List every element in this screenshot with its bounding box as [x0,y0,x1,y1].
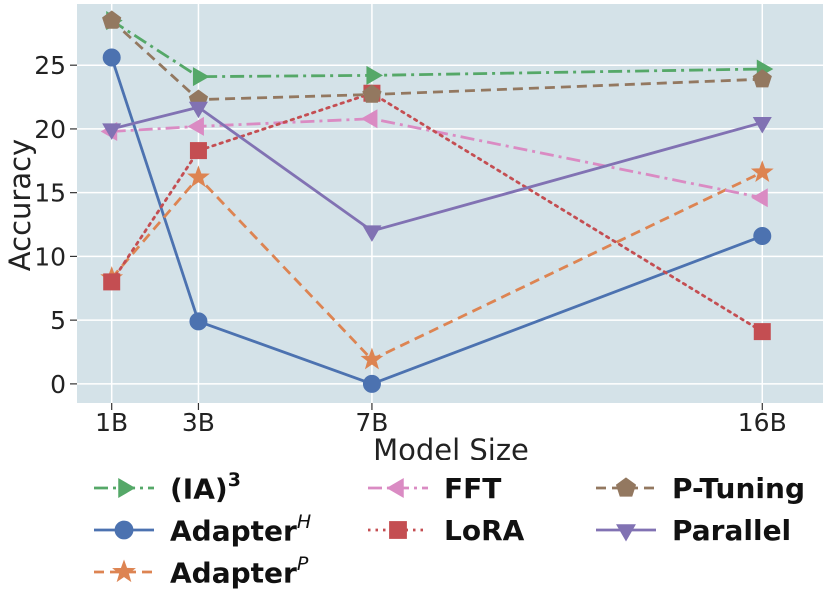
legend-label-text: Adapter [170,514,297,548]
legend-label: LoRA [444,514,524,547]
series-line-adapter_h [110,57,763,386]
series-parallel [102,101,772,242]
data-point-fft [751,188,768,208]
legend-item-adapter_p: AdapterP [92,552,308,592]
y-tick-label: 5 [50,306,66,335]
legend-swatch-adapter_h [94,520,154,540]
series-line-parallel [111,105,763,233]
legend-swatch-fft [368,478,428,498]
legend-marker-lora [389,521,407,539]
data-point-adapter_h [102,48,121,67]
axes: 0 5 10 15 20 25 1B 3B 7B 16B [34,51,787,437]
legend-swatch-lora [368,521,428,539]
series-adapter_h [102,48,772,393]
data-point-ptuning [752,69,772,88]
data-point-fft [360,109,378,129]
legend-marker-adapter_p [112,559,136,583]
legend-marker-ia3 [118,478,136,498]
y-tick-label: 15 [34,179,66,208]
legend-label-text: P-Tuning [672,471,805,505]
legend-label: P-Tuning [672,472,805,505]
legend-label-text: FFT [444,471,502,505]
legend-label: FFT [444,472,501,505]
data-point-adapter_h [753,227,772,246]
data-point-ia3 [192,67,210,87]
data-point-lora [103,273,121,291]
legend-swatch-ptuning [596,477,656,497]
legend-marker-adapter_h [114,520,134,540]
y-tick-label: 10 [34,242,66,271]
y-tick-label: 25 [34,51,66,80]
legend-label: (IA)3 [170,468,241,506]
legend-label-text: (IA) [170,472,228,506]
x-tick-label: 7B [355,408,388,437]
legend-marker-fft [386,478,404,498]
data-point-adapter_p [750,160,774,182]
legend-marker-parallel [616,524,636,542]
data-point-adapter_p [360,347,384,370]
series-line-ia3 [110,19,763,79]
legend-label: AdapterH [170,510,312,548]
data-point-ptuning [102,10,122,29]
data-point-parallel [188,101,208,119]
legend-swatch-ia3 [94,478,154,498]
data-point-lora [189,142,207,160]
legend-item-lora: LoRA [366,510,524,550]
data-point-ia3 [366,65,383,85]
data-point-parallel [102,123,122,140]
series-line-lora [110,91,764,334]
chart: 0 5 10 15 20 25 1B 3B 7B 16B Model Size Accuracy [3,4,823,460]
legend-swatch-parallel [596,524,656,542]
series-layer [100,10,774,393]
y-tick-label: 0 [50,370,66,399]
legend-label: Parallel [672,514,791,547]
data-point-parallel [752,117,772,134]
legend-item-parallel: Parallel [594,510,791,550]
y-tick-label: 20 [34,115,66,144]
series-line-ptuning [110,19,763,102]
data-point-fft [187,116,204,136]
x-tick-label: 16B [738,408,787,437]
series-line-adapter_p [110,171,763,362]
legend-item-ia3: (IA)3 [92,468,241,508]
legend-label-superscript: H [296,510,312,533]
y-axis-label: Accuracy [3,139,37,271]
legend-label-text: Parallel [672,513,792,547]
data-point-adapter_h [189,312,208,331]
data-point-adapter_h [362,374,381,393]
legend-item-fft: FFT [366,468,501,508]
data-point-parallel [362,225,382,242]
data-point-ptuning [362,84,382,103]
data-point-lora [753,323,771,341]
x-axis-label: Model Size [373,433,529,460]
legend-marker-ptuning [615,477,637,497]
legend-label-text: LoRA [444,513,525,547]
legend-label: AdapterP [170,552,309,590]
legend: (IA)3 AdapterH AdapterP FFT LoRA P-Tuning Para… [0,460,831,610]
legend-item-ptuning: P-Tuning [594,468,805,508]
legend-label-superscript: P [296,552,309,575]
x-tick-label: 3B [182,408,215,437]
legend-swatch-adapter_p [94,559,154,583]
data-point-adapter_p [187,165,210,188]
legend-label-text: Adapter [170,556,297,590]
legend-item-adapter_h: AdapterH [92,510,311,550]
legend-label-superscript: 3 [227,468,241,491]
plot-background [77,4,823,403]
x-tick-label: 1B [95,408,128,437]
